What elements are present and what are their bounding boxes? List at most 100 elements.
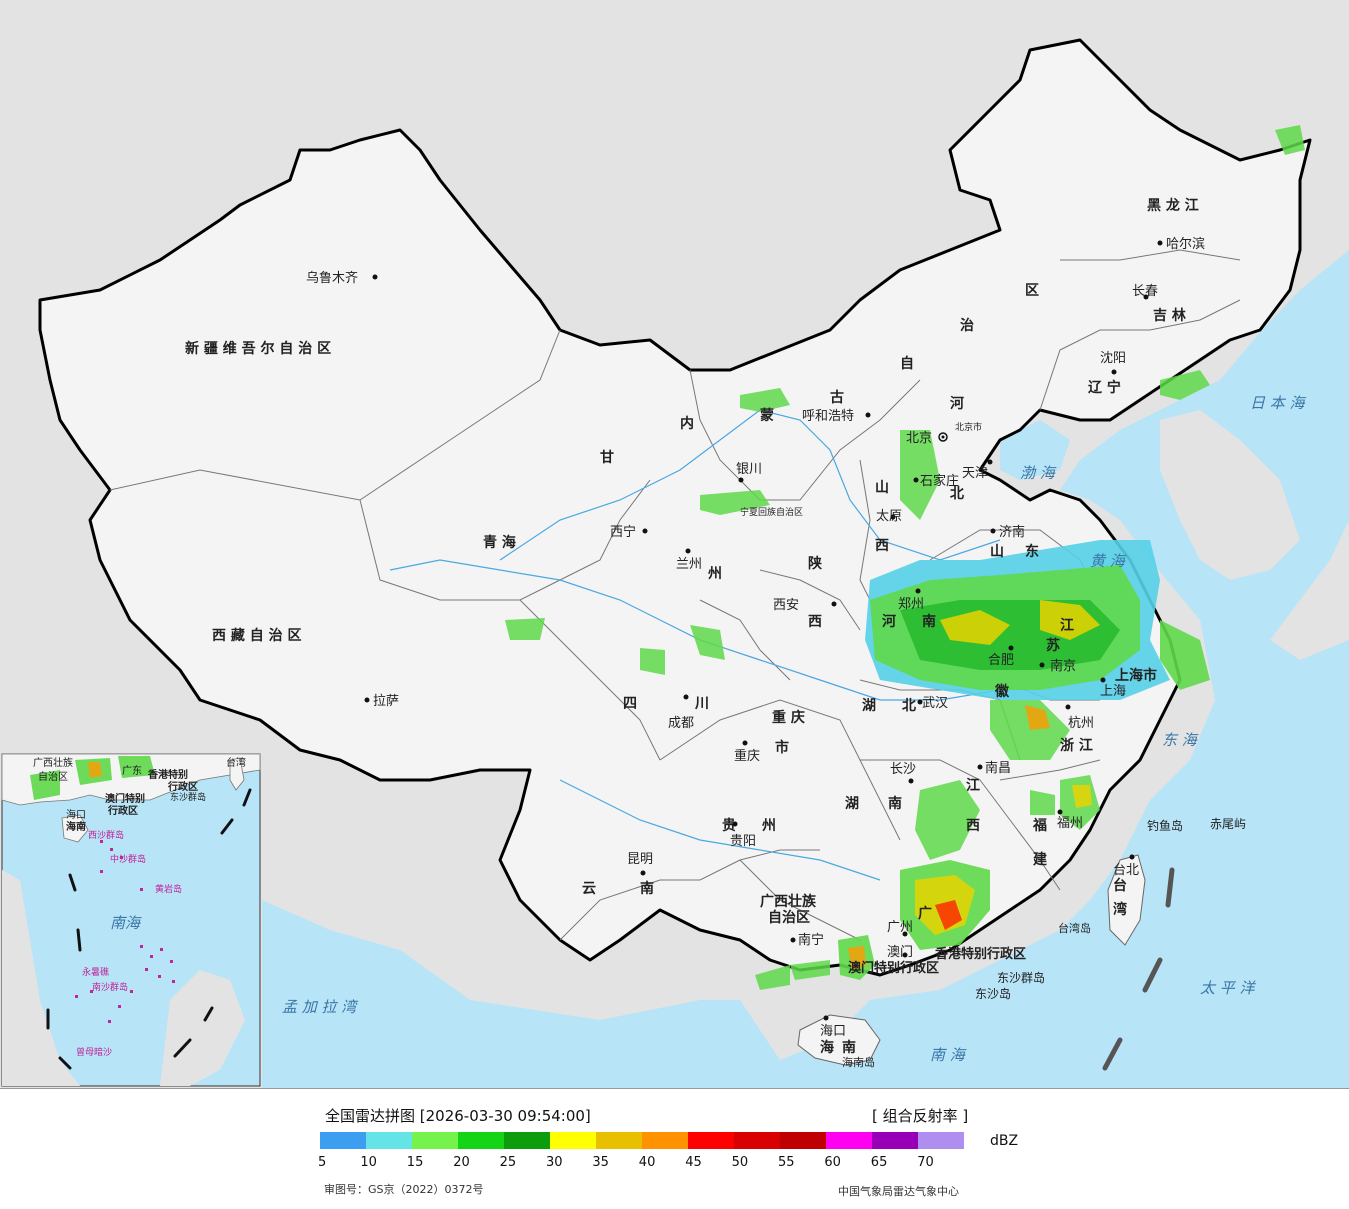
tick-label: 5	[318, 1155, 327, 1170]
label-hubei-1: 北	[902, 698, 916, 714]
city-beijing-small: 北京市	[955, 421, 982, 433]
label-jiangsu-0: 江	[1060, 617, 1074, 634]
city-zhengzhou: 郑州	[898, 597, 924, 612]
label-sichuan-0: 四	[623, 696, 637, 712]
color-scale	[320, 1132, 964, 1149]
japan-land	[1270, 520, 1349, 660]
inset-label-10: 南海	[110, 914, 142, 932]
tick-label: 30	[546, 1155, 563, 1170]
map-approval-number: 审图号：GS京（2022）0372号	[324, 1183, 484, 1196]
inset-label-11: 中沙群岛	[110, 853, 146, 865]
legend-unit: dBZ	[990, 1133, 1019, 1149]
sea-nanhai: 南 海	[930, 1046, 967, 1064]
inset-label-6: 澳门特别	[105, 792, 145, 805]
label-macau-sar: 澳门特别行政区	[848, 960, 939, 976]
city-fuzhou: 福州	[1057, 816, 1083, 831]
tick-label: 55	[778, 1155, 795, 1170]
label-guangxi-0: 广西壮族	[760, 893, 817, 910]
label-xizang: 西 藏 自 治 区	[212, 627, 302, 644]
label-gansu: 甘	[600, 449, 614, 466]
legend-title: 全国雷达拼图 [2026-03-30 09:54:00]	[325, 1107, 591, 1125]
inset-label-9: 海南	[66, 820, 86, 833]
tick-label: 10	[360, 1155, 377, 1170]
label-guizhou-0: 贵	[722, 817, 736, 834]
color-swatch-13	[918, 1132, 964, 1149]
label-hebei-1: 北	[950, 486, 964, 502]
inset-label-14: 曾母暗沙	[76, 1046, 112, 1058]
color-swatch-4	[504, 1132, 550, 1149]
city-taipei: 台北	[1113, 863, 1139, 878]
inset-label-1: 自治区	[38, 770, 68, 783]
label-jiangsu-1: 苏	[1046, 637, 1060, 654]
inset-label-15: 永暑礁	[82, 966, 109, 978]
label-taiwan-island: 台湾岛	[1058, 921, 1091, 935]
inset-label-5: 行政区	[167, 780, 198, 793]
sea-donghai: 东 海	[1162, 731, 1199, 749]
label-shanghai: 上海市	[1115, 667, 1157, 684]
inset-label-2: 广东	[122, 764, 142, 777]
special-labels: 香港特别行政区 澳门特别行政区 东沙群岛 东沙岛 钓鱼岛 赤尾屿 台湾岛 海南岛	[842, 817, 1246, 1069]
label-henan-0: 河	[882, 613, 896, 630]
label-shaanxi-1: 西	[808, 614, 822, 630]
sea-taipingyang: 太 平 洋	[1200, 979, 1257, 997]
color-scale-ticks: 5 10 15 20 25 30 35 40 45 50 55 60 65 70	[318, 1155, 960, 1175]
label-jilin: 吉 林	[1153, 307, 1186, 324]
color-swatch-6	[596, 1132, 642, 1149]
inset-label-7: 行政区	[107, 804, 138, 817]
city-hangzhou: 杭州	[1068, 716, 1094, 731]
city-harbin: 哈尔滨	[1166, 236, 1205, 252]
label-dongsha: 东沙群岛	[997, 970, 1045, 985]
city-shijiazhuang: 石家庄	[920, 473, 959, 489]
city-changsha: 长沙	[890, 762, 916, 777]
label-sichuan-1: 川	[694, 696, 709, 712]
label-liaoning: 辽 宁	[1088, 379, 1121, 396]
city-guiyang: 贵阳	[730, 834, 756, 849]
city-yinchuan: 银川	[736, 462, 762, 477]
tick-label: 20	[453, 1155, 470, 1170]
province-labels: 新 疆 维 吾 尔 自 治 区 西 藏 自 治 区 青 海 甘 内 蒙 古 自 …	[185, 197, 1199, 1056]
boundary-dashes	[1102, 867, 1175, 1071]
label-hunan-0: 湖	[845, 796, 859, 812]
color-swatch-12	[872, 1132, 918, 1149]
sea-area	[262, 250, 1349, 1088]
bohai-sea	[1000, 420, 1070, 480]
label-yunnan-0: 云	[582, 881, 596, 897]
tick-label: 65	[870, 1155, 888, 1170]
tick-label: 35	[592, 1155, 609, 1170]
city-lanzhou: 兰州	[676, 557, 702, 572]
city-urumqi: 乌鲁木齐	[306, 270, 358, 286]
inset-label-0: 广西壮族	[33, 756, 73, 769]
sea-huanghai: 黄 海	[1090, 552, 1127, 570]
label-zhejiang: 浙 江	[1060, 737, 1093, 754]
legend-panel: 全国雷达拼图 [2026-03-30 09:54:00] [ 组合反射率 ] d…	[0, 1088, 1349, 1209]
tick-label: 45	[685, 1155, 702, 1170]
city-xining: 西宁	[610, 524, 636, 540]
label-neimenggu-1: 蒙	[760, 407, 774, 424]
label-chongqing-0: 重 庆	[772, 709, 805, 726]
label-shanxi-1: 西	[875, 538, 889, 554]
city-guangzhou: 广州	[887, 920, 913, 935]
sea-bohai: 渤 海	[1020, 464, 1057, 482]
color-swatch-7	[642, 1132, 688, 1149]
label-xinjiang: 新 疆 维 吾 尔 自 治 区	[185, 340, 331, 357]
label-jiangxi-0: 江	[966, 777, 980, 794]
city-lhasa: 拉萨	[373, 694, 399, 709]
label-shandong-0: 山	[990, 544, 1004, 560]
label-hunan-1: 南	[888, 795, 902, 812]
city-chongqing: 重庆	[734, 748, 760, 764]
inset-label-13: 南沙群岛	[92, 981, 128, 993]
city-hefei: 合肥	[988, 653, 1014, 668]
color-swatch-10	[780, 1132, 826, 1149]
tick-label: 50	[731, 1155, 749, 1170]
label-heilongjiang: 黑 龙 江	[1147, 197, 1199, 214]
city-kunming: 昆明	[627, 852, 653, 867]
label-hainan-0: 海	[820, 1039, 834, 1056]
label-hainan-island: 海南岛	[842, 1055, 875, 1069]
label-neimenggu-2: 古	[830, 389, 844, 406]
label-taiwan-1: 湾	[1113, 901, 1127, 918]
taiwan-island	[1107, 854, 1146, 946]
radar-echoes	[505, 125, 1305, 990]
city-haikou: 海口	[820, 1024, 846, 1039]
label-chiwei: 赤尾屿	[1210, 817, 1246, 831]
label-shanxi-0: 山	[875, 480, 889, 496]
